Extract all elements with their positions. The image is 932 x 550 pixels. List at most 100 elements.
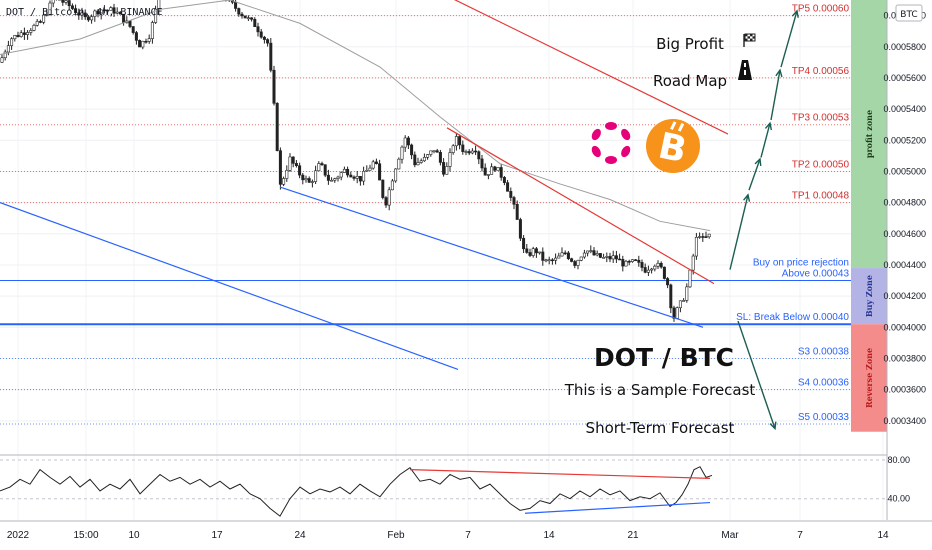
candle-body [429,150,433,155]
candle-body [99,9,103,15]
candle-body [544,259,548,262]
time-tick-label: 7 [465,530,471,541]
oscillator-trendline [409,469,711,479]
candle-body [0,57,4,63]
profit-zone [851,0,887,269]
candle-body [262,36,266,40]
candle-body [678,300,682,309]
price-axis-bg [887,0,932,550]
candle-body [435,150,439,153]
price-tick-label: 0.0004000 [883,322,926,332]
candle-body [106,9,110,12]
candle-body [272,69,276,104]
candle-body [608,256,612,260]
candle-body [250,17,254,20]
price-tick-label: 0.0005800 [883,42,926,52]
level-label: TP4 0.00056 [792,66,850,77]
price-layer [0,0,711,322]
candle-body [461,144,465,152]
candle-body [618,258,622,261]
candle-body [150,22,154,39]
reverse-zone [851,324,887,432]
candle-body [614,255,618,260]
candle-body [387,189,391,206]
candle-body [413,154,417,166]
price-tick-label: 0.0004600 [883,229,926,239]
candle-body [707,233,711,238]
candle-body [13,35,17,40]
candle-body [291,156,295,164]
oscillator-pane [0,459,887,517]
candle-body [416,162,420,166]
candle-body [80,12,84,16]
level-label: S5 0.00033 [798,412,850,423]
candle-body [534,248,538,254]
candle-body [83,12,87,18]
candle-body [275,103,279,151]
candle-body [26,32,30,35]
trendline [454,0,729,135]
candle-body [560,252,564,257]
candle-body [579,256,583,261]
candle-body [496,167,500,171]
candle-body [3,51,7,59]
level-label: TP1 0.00048 [792,191,850,202]
candle-body [570,258,574,262]
price-tick-label: 0.0003400 [883,416,926,426]
price-tick-label: 0.0003800 [883,353,926,363]
projection-arrowhead [754,157,762,167]
candle-body [310,181,314,183]
candle-body [630,259,634,262]
candle-body [61,0,65,3]
candle-body [259,31,263,38]
candle-body [77,12,81,16]
candle-body [42,14,46,23]
candle-body [611,255,615,260]
candle-body [157,0,161,10]
time-tick-label: Mar [721,530,739,541]
arrow-layer [729,9,799,431]
candle-body [304,178,308,181]
candle-body [515,204,519,220]
candle-body [362,170,366,182]
candle-body [368,167,372,171]
candle-body [451,145,455,153]
price-tick-label: 0.0005600 [883,73,926,83]
projection-arrow [760,122,771,158]
trendline [0,202,459,370]
currency-badge[interactable] [895,4,923,22]
candle-body [93,10,97,17]
symbol-header[interactable]: DOT / Bitcoin, 4h, BINANCE [6,7,163,18]
reverse-zone-label: Reverse Zone [864,348,874,408]
candle-body [243,15,247,19]
level-label: Above 0.00043 [782,269,850,280]
candle-body [694,237,698,257]
candle-body [576,260,580,266]
candle-body [266,39,270,44]
level-label: S4 0.00036 [798,378,850,389]
candle-body [16,35,20,37]
price-tick-label: 0.0005200 [883,135,926,145]
level-label: TP3 0.00053 [792,113,850,124]
candle-body [448,152,452,167]
candle-body [438,152,442,163]
forecast-title: DOT / BTC [594,343,734,372]
projection-arrowhead [769,421,777,431]
time-tick-label: 14 [543,530,555,541]
candle-body [326,174,330,181]
candle-body [333,178,337,181]
candle-body [154,8,158,23]
oscillator-line [0,466,713,517]
oscillator-trendline [524,501,711,514]
candle-body [419,160,423,163]
trendline [446,127,715,285]
candle-body [566,252,570,259]
candle-body [374,161,378,165]
candle-body [525,248,529,253]
candle-body [349,174,353,178]
candle-body [474,150,478,153]
candle-body [659,262,663,268]
candle-body [486,174,490,176]
